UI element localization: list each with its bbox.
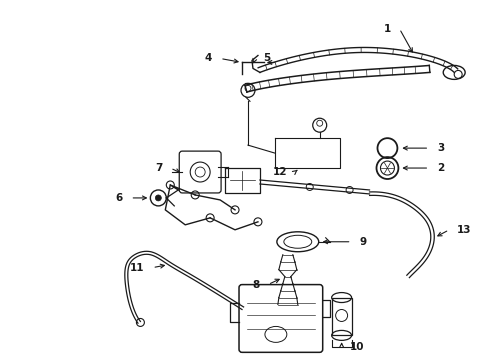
Text: 6: 6 xyxy=(115,193,122,203)
Text: 5: 5 xyxy=(263,54,270,63)
Text: 1: 1 xyxy=(384,24,390,33)
Text: 12: 12 xyxy=(272,167,286,177)
Text: 13: 13 xyxy=(456,225,471,235)
Circle shape xyxy=(155,195,161,201)
Text: 7: 7 xyxy=(155,163,162,173)
Text: 4: 4 xyxy=(204,54,212,63)
Text: 9: 9 xyxy=(359,237,366,247)
Text: 3: 3 xyxy=(436,143,444,153)
Text: 11: 11 xyxy=(130,263,144,273)
Bar xyxy=(331,298,351,336)
Text: 8: 8 xyxy=(252,280,260,289)
Text: 10: 10 xyxy=(349,342,364,352)
Text: 2: 2 xyxy=(436,163,444,173)
